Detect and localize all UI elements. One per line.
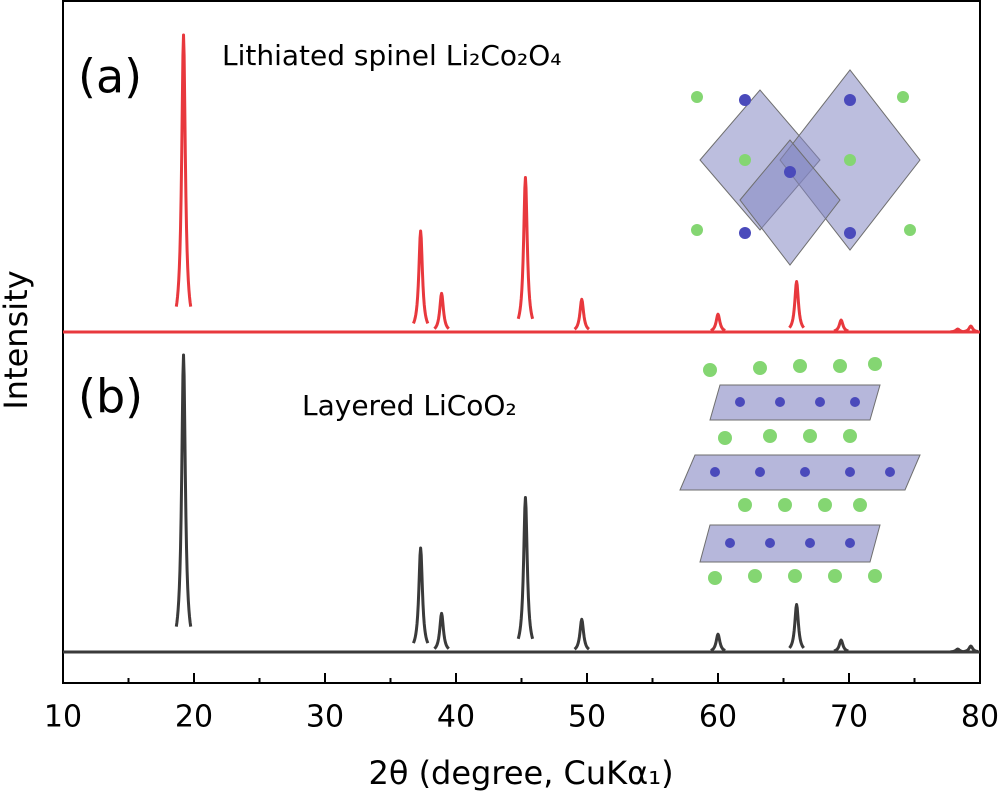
x-tick-label: 40 — [437, 700, 475, 735]
peak — [709, 312, 727, 332]
peak — [433, 611, 450, 650]
atom — [844, 227, 856, 239]
x-tick-label: 70 — [830, 700, 868, 735]
x-tick-label: 30 — [306, 700, 344, 735]
x-tick-label: 10 — [44, 700, 82, 735]
peak — [949, 647, 966, 654]
layer — [709, 384, 881, 421]
peak — [833, 638, 850, 653]
x-tick-label: 60 — [699, 700, 737, 735]
annotation: Layered LiCoO₂ — [302, 389, 517, 422]
peak — [516, 496, 535, 640]
li-atoms — [703, 357, 882, 585]
x-axis-label: 2θ (degree, CuKα₁) — [368, 754, 673, 792]
panel-label: (a) — [78, 50, 142, 104]
peak — [573, 297, 590, 331]
peak — [788, 280, 805, 329]
peak — [949, 327, 966, 334]
x-tick-label: 80 — [961, 700, 999, 735]
octahedron — [699, 89, 821, 231]
atom — [784, 166, 796, 178]
atom — [739, 227, 751, 239]
atom — [739, 94, 751, 106]
peak — [433, 291, 450, 330]
co-atoms — [710, 397, 895, 548]
annotation: Lithiated spinel Li₂Co₂O₄ — [222, 39, 562, 72]
atom — [844, 154, 856, 166]
peak — [788, 602, 805, 649]
atom — [844, 94, 856, 106]
layer — [679, 454, 921, 491]
atom — [691, 91, 703, 103]
peak — [174, 33, 193, 307]
atom — [897, 91, 909, 103]
peak — [962, 324, 979, 333]
peak — [412, 229, 430, 324]
atom — [739, 154, 751, 166]
atom — [691, 224, 703, 236]
crystal-spinel — [691, 69, 921, 266]
y-axis-label: Intensity — [0, 270, 35, 409]
x-tick-label: 20 — [175, 700, 213, 735]
peak — [516, 176, 535, 320]
layer — [699, 524, 881, 563]
x-tick-label: 50 — [568, 700, 606, 735]
crystal-layered — [679, 357, 921, 585]
peak — [833, 318, 850, 333]
peak — [412, 546, 430, 644]
peak — [962, 644, 979, 653]
atom — [904, 224, 916, 236]
peak — [709, 632, 727, 652]
octahedron — [739, 139, 841, 266]
panel-label: (b) — [78, 370, 143, 424]
peak — [573, 617, 590, 651]
peak — [174, 353, 193, 627]
